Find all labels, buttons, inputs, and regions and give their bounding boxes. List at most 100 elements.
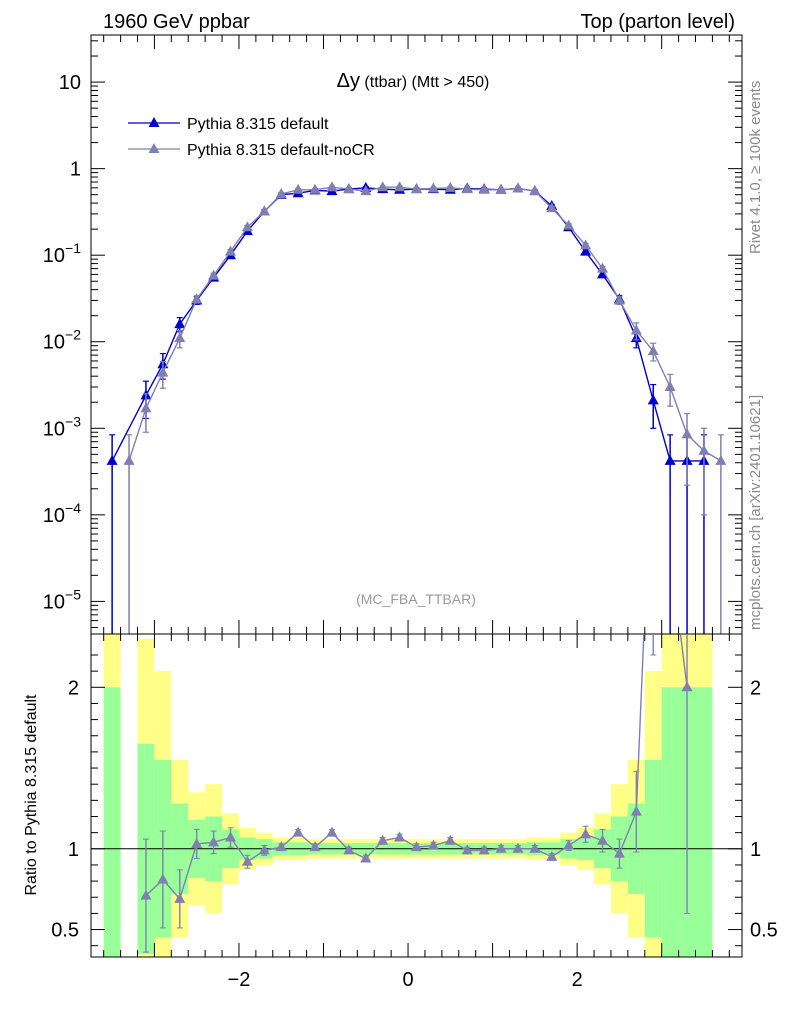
- series-nocr-point: [394, 181, 406, 192]
- series-nocr-point: [241, 221, 253, 232]
- series-nocr-point: [597, 262, 608, 273]
- ratio-point: [427, 839, 439, 850]
- ratio-y-tick-label: 2: [68, 677, 79, 699]
- series-default-line: [111, 187, 704, 462]
- x-tick-label: −2: [228, 969, 251, 991]
- ratio-point: [275, 841, 287, 852]
- ratio-point: [326, 826, 338, 837]
- series-default-point: [580, 245, 592, 256]
- series-nocr-line: [128, 186, 722, 462]
- series-default-point: [106, 454, 118, 465]
- ratio-point: [546, 850, 558, 861]
- series-nocr-point: [174, 332, 186, 343]
- y-tick-label: 10−4: [43, 500, 81, 527]
- y-tick-label: 10−2: [43, 327, 81, 354]
- ratio-panel: −2 0 2 2 2 1 1 0.5 0.5: [51, 633, 778, 991]
- series-nocr-point: [630, 324, 642, 335]
- series-nocr-point: [140, 402, 152, 413]
- ratio-plot-layer: [140, 634, 693, 953]
- y-tick-label: 10−3: [43, 413, 81, 440]
- series-nocr-point: [326, 181, 338, 192]
- series-nocr-point: [715, 454, 727, 465]
- ratio-point: [377, 834, 389, 845]
- ratio-point: [478, 844, 490, 855]
- legend-label-nocr: Pythia 8.315 default-noCR: [187, 142, 375, 159]
- ratio-point: [580, 828, 592, 839]
- series-nocr-point: [123, 454, 135, 465]
- header-left: 1960 GeV ppbar: [103, 11, 250, 33]
- series-nocr-point: [157, 366, 169, 377]
- series-nocr-point: [208, 269, 220, 280]
- band-inner: [661, 687, 679, 957]
- series-nocr-point: [309, 183, 321, 194]
- series-nocr-point: [292, 183, 304, 194]
- series-nocr-point: [444, 181, 456, 192]
- ratio-point: [411, 841, 422, 852]
- series-nocr-point: [427, 182, 439, 193]
- series-nocr-point: [512, 182, 524, 193]
- ratio-point: [309, 841, 321, 852]
- analysis-label: (MC_FBA_TTBAR): [356, 591, 476, 607]
- ratio-frame: [90, 633, 743, 958]
- series-nocr-point: [664, 380, 676, 391]
- mcplots-label: mcplots.cern.ch [arXiv:2401.10621]: [747, 395, 764, 630]
- series-nocr-point: [563, 219, 575, 230]
- ratio-point: [681, 681, 693, 692]
- ratio-point: [529, 842, 541, 853]
- series-nocr-point: [343, 183, 355, 194]
- legend: Pythia 8.315 default Pythia 8.315 defaul…: [128, 116, 375, 159]
- band-inner: [103, 687, 121, 957]
- series-nocr-point: [360, 185, 372, 196]
- ratio-point: [258, 844, 270, 855]
- series-nocr-point: [647, 345, 659, 356]
- series-nocr-point: [377, 181, 389, 192]
- ratio-point: [191, 837, 203, 848]
- ratio-point: [444, 834, 456, 845]
- ratio-y-tick-label: 0.5: [51, 920, 79, 942]
- legend-marker-nocr: [148, 143, 160, 153]
- series-default-point: [597, 268, 608, 279]
- series-default-point: [664, 454, 676, 465]
- series-nocr-point: [529, 185, 541, 196]
- ratio-point: [461, 844, 473, 855]
- band-inner: [695, 687, 713, 957]
- x-tick-label: 2: [572, 969, 583, 991]
- rivet-label: Rivet 4.1.0, ≥ 100k events: [747, 81, 764, 254]
- series-nocr-point: [478, 183, 490, 194]
- ratio-point: [360, 852, 372, 863]
- series-nocr-point: [275, 187, 287, 198]
- ratio-point: [512, 842, 524, 853]
- legend-label-default: Pythia 8.315 default: [187, 116, 329, 133]
- ratio-point: [394, 831, 406, 842]
- series-nocr-point: [613, 294, 625, 305]
- ratio-point: [343, 844, 355, 855]
- series-nocr-point: [580, 239, 592, 250]
- x-tick-label: 0: [402, 969, 413, 991]
- ratio-y-tick-label-right: 1: [750, 839, 761, 861]
- y-tick-label: 10: [59, 72, 81, 94]
- series-nocr-point: [698, 444, 710, 455]
- series-nocr-point: [461, 183, 473, 194]
- ratio-point: [292, 826, 304, 837]
- ratio-point: [157, 873, 169, 884]
- ratio-y-tick-label: 1: [68, 839, 79, 861]
- series-default-point: [174, 318, 186, 329]
- series-default-point: [647, 394, 659, 405]
- ratio-point: [597, 834, 608, 845]
- ratio-point: [140, 889, 152, 900]
- series-nocr-point: [225, 245, 236, 256]
- ratio-point: [208, 836, 220, 847]
- y-tick-label: 10−5: [43, 586, 81, 613]
- header-right: Top (parton level): [580, 11, 735, 33]
- plot-title-delta: Δy: [337, 70, 360, 92]
- series-nocr-point: [546, 202, 558, 213]
- ratio-point: [225, 831, 236, 842]
- ratio-y-tick-label-right: 2: [750, 677, 761, 699]
- main-plot-layer: [106, 181, 727, 634]
- ratio-point: [495, 842, 507, 853]
- series-nocr-point: [681, 428, 693, 439]
- ratio-point: [241, 855, 253, 866]
- ratio-y-tick-label-right: 0.5: [750, 920, 778, 942]
- series-nocr-point: [411, 183, 422, 194]
